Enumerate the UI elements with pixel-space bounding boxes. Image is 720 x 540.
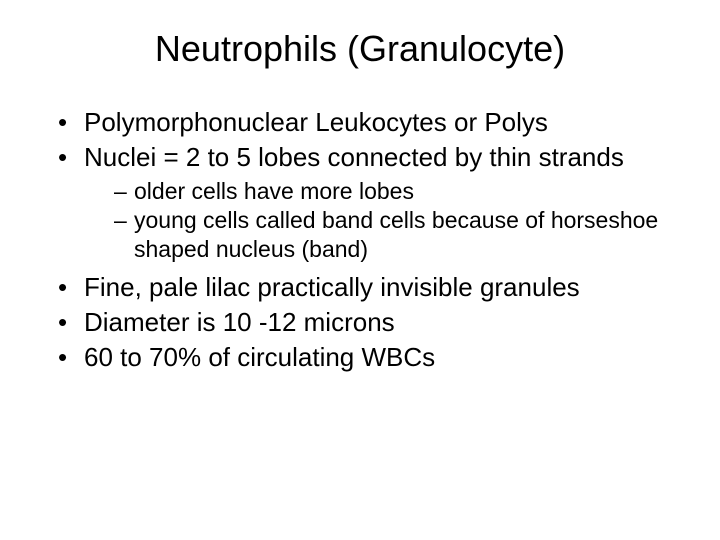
bullet-item: Nuclei = 2 to 5 lobes connected by thin …: [58, 141, 680, 265]
sub-bullet-item: older cells have more lobes: [114, 177, 680, 206]
bullet-text: 60 to 70% of circulating WBCs: [84, 342, 435, 372]
bullet-list: Polymorphonuclear Leukocytes or Polys Nu…: [40, 106, 680, 375]
sub-bullet-item: young cells called band cells because of…: [114, 206, 680, 265]
bullet-text: Diameter is 10 -12 microns: [84, 307, 395, 337]
sub-bullet-list: older cells have more lobes young cells …: [84, 177, 680, 265]
bullet-item: Polymorphonuclear Leukocytes or Polys: [58, 106, 680, 139]
bullet-text: Fine, pale lilac practically invisible g…: [84, 272, 580, 302]
sub-bullet-text: young cells called band cells because of…: [134, 207, 658, 262]
bullet-item: Fine, pale lilac practically invisible g…: [58, 271, 680, 304]
bullet-item: Diameter is 10 -12 microns: [58, 306, 680, 339]
bullet-item: 60 to 70% of circulating WBCs: [58, 341, 680, 374]
bullet-text: Polymorphonuclear Leukocytes or Polys: [84, 107, 548, 137]
bullet-text: Nuclei = 2 to 5 lobes connected by thin …: [84, 142, 624, 172]
sub-bullet-text: older cells have more lobes: [134, 178, 414, 204]
slide-container: Neutrophils (Granulocyte) Polymorphonucl…: [0, 0, 720, 540]
slide-title: Neutrophils (Granulocyte): [40, 28, 680, 70]
